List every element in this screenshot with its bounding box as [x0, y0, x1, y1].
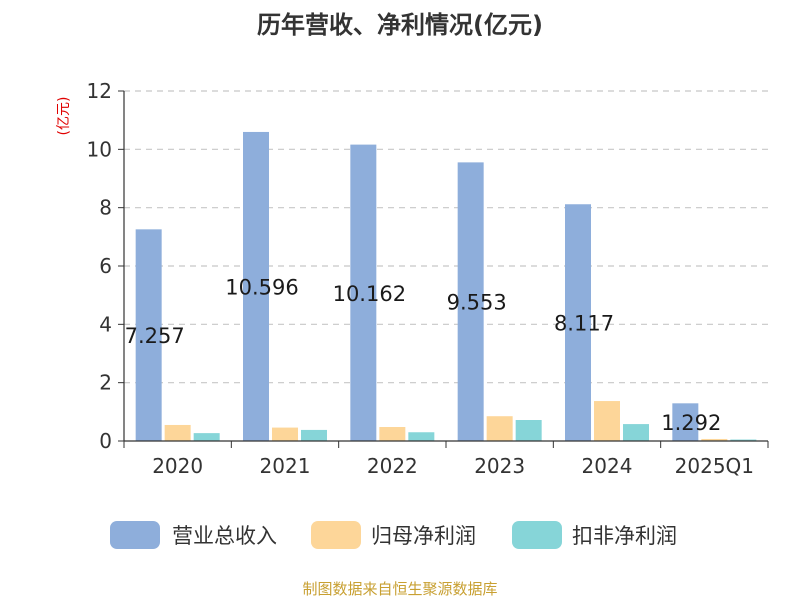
x-tick-label: 2025Q1	[675, 454, 754, 478]
y-tick-label: 10	[87, 137, 112, 161]
y-tick-label: 2	[99, 371, 112, 395]
bar	[135, 229, 162, 441]
data-label: 8.117	[554, 312, 614, 336]
axes: 0 2 4 6 8 10 12 2020 2021 2022 2023 2024 2025Q1	[87, 79, 769, 478]
bar	[515, 420, 542, 441]
y-tick-label: 12	[87, 79, 112, 103]
data-label: 1.292	[661, 411, 721, 435]
data-labels: 7.257 10.596 10.162 9.553 8.117 1.292	[125, 275, 722, 435]
x-tick-label: 2022	[367, 454, 418, 478]
data-label: 7.257	[125, 324, 185, 348]
y-tick-label: 0	[99, 429, 112, 453]
legend-swatch	[311, 521, 361, 549]
data-label: 10.596	[225, 275, 298, 299]
y-tick-label: 8	[99, 196, 112, 220]
data-label: 9.553	[447, 291, 507, 315]
bar	[701, 438, 728, 441]
legend-label: 扣非净利润	[572, 524, 677, 548]
bars	[135, 131, 757, 441]
legend-label: 营业总收入	[172, 524, 277, 548]
bar	[594, 401, 620, 441]
bar	[457, 162, 484, 441]
chart-title: 历年营收、净利情况(亿元)	[257, 11, 543, 39]
y-tick-label: 6	[99, 254, 112, 278]
bar	[565, 204, 591, 441]
x-tick-label: 2024	[582, 454, 633, 478]
data-label: 10.162	[333, 282, 406, 306]
legend: 营业总收入 归母净利润 扣非净利润	[110, 521, 677, 549]
legend-swatch	[110, 521, 160, 549]
bar	[408, 432, 435, 441]
legend-swatch	[512, 521, 562, 549]
bar	[164, 424, 191, 441]
bar	[672, 403, 699, 441]
y-axis-unit-label: (亿元)	[56, 97, 72, 136]
x-tick-label: 2023	[474, 454, 525, 478]
y-tick-label: 4	[99, 312, 112, 336]
bar	[272, 427, 298, 441]
bar	[301, 429, 327, 441]
bar	[193, 433, 220, 441]
legend-label: 归母净利润	[371, 524, 476, 548]
gridlines	[124, 90, 768, 384]
bar	[730, 439, 757, 441]
x-tick-label: 2020	[152, 454, 203, 478]
bar	[350, 144, 377, 441]
bar	[486, 416, 513, 441]
bar	[379, 427, 406, 441]
source-note: 制图数据来自恒生聚源数据库	[302, 580, 497, 598]
bar	[623, 424, 649, 441]
x-tick-label: 2021	[260, 454, 311, 478]
bar	[243, 131, 269, 441]
